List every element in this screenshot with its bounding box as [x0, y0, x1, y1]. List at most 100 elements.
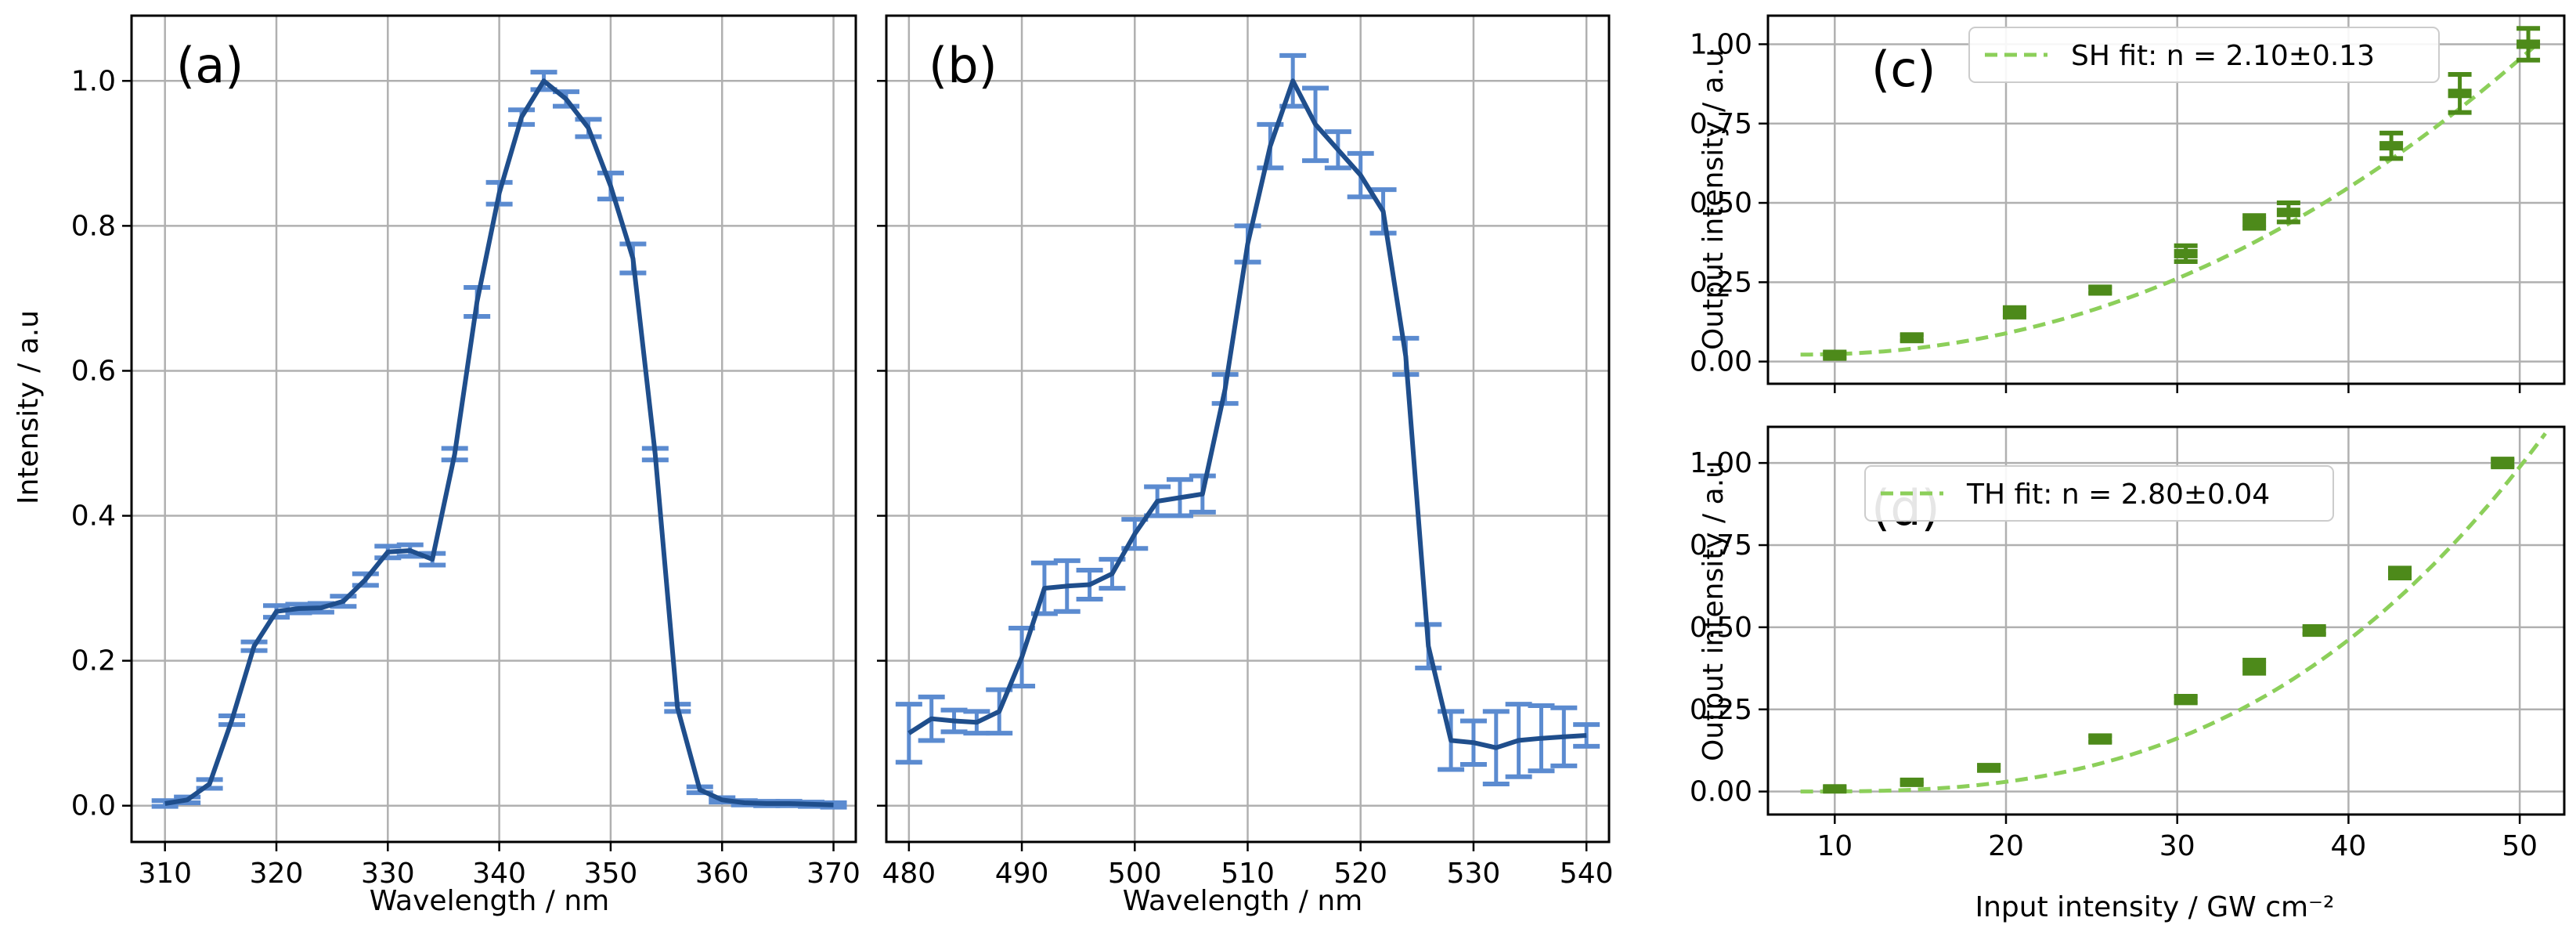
- panel-c-marker-7: [2379, 141, 2404, 151]
- panel-d-point-3: [2088, 733, 2112, 745]
- panel-d-ytick-label-3: 0.75: [1690, 529, 1752, 562]
- panel-b-xtick-label-1: 490: [995, 858, 1049, 890]
- panel-d-marker-5: [2242, 662, 2267, 672]
- panel-c-legend: SH fit: n = 2.10±0.13: [1968, 27, 2440, 83]
- panel-a-ytick-label-5: 1.0: [71, 65, 116, 97]
- panel-d-xtick-label-2: 30: [2159, 830, 2195, 862]
- panel-c-point-5: [2242, 213, 2267, 231]
- panel-b-label: (b): [929, 37, 998, 94]
- panel-a-xtick-label-2: 330: [361, 858, 415, 890]
- panel-a-xtick-label-3: 340: [472, 858, 526, 890]
- panel-c-marker-6: [2276, 208, 2300, 218]
- panel-b-xtick-label-2: 500: [1108, 858, 1162, 890]
- panel-c-label: (c): [1871, 41, 1936, 98]
- panel-b-xtick-label-3: 510: [1221, 858, 1275, 890]
- panel-c-point-7: [2379, 130, 2404, 161]
- panel-c-point-2: [2002, 305, 2026, 320]
- panel-c-ytick-label-1: 0.25: [1690, 266, 1752, 298]
- panel-d-marker-8: [2491, 458, 2515, 468]
- panel-c-point-1: [1900, 332, 1924, 344]
- panel-d: 10 20 30 40 50 0.00 0.25 0.50 0.75 1.00: [1690, 425, 2566, 862]
- panel-a-xlabel: Wavelength / nm: [370, 885, 609, 917]
- panel-b-frame: [885, 14, 1611, 843]
- panel-c-frame: [1766, 14, 2566, 385]
- panel-c-marker-9: [2516, 39, 2541, 49]
- panel-c-point-9: [2516, 26, 2541, 63]
- panel-d-point-0: [1823, 784, 1847, 794]
- panel-d-ylabel: Output intensity / a.u: [1697, 461, 1730, 761]
- panel-b-xtick-label-6: 540: [1560, 858, 1614, 890]
- panel-c-point-3: [2088, 284, 2112, 296]
- panel-c-marker-8: [2448, 89, 2472, 99]
- panel-d-point-8: [2491, 457, 2515, 470]
- panel-a-label: (a): [176, 37, 244, 94]
- panel-c-marker-1: [1900, 333, 1924, 343]
- panel-a-ylabel: Intensity / a.u: [13, 310, 45, 504]
- panel-d-xtick-label-1: 20: [1988, 830, 2024, 862]
- panel-c-legend-label: SH fit: n = 2.10±0.13: [2071, 40, 2375, 72]
- panel-a-xtick-label-0: 310: [138, 858, 192, 890]
- panel-d-point-5: [2242, 657, 2267, 676]
- panel-a: 310 320 330 340 350 360 370 0.0 0.2 0.4 0.6 0.8 1.0: [71, 14, 860, 890]
- panel-c-ytick-label-2: 0.50: [1690, 187, 1752, 219]
- panel-d-point-1: [1900, 777, 1924, 787]
- panel-d-ytick-label-2: 0.50: [1690, 612, 1752, 644]
- panel-d-xtick-label-3: 40: [2331, 830, 2367, 862]
- panel-b-xtick-label-4: 520: [1333, 858, 1387, 890]
- panel-d-xtick-label-0: 10: [1817, 830, 1853, 862]
- panel-c-marker-4: [2174, 248, 2198, 258]
- panel-d-marker-2: [1977, 763, 2001, 773]
- panel-c-ylabel: Output intensity / a.u: [1697, 49, 1730, 350]
- panel-d-xlabel: Input intensity / GW cm⁻²: [1975, 891, 2335, 923]
- panel-a-xtick-label-6: 370: [806, 858, 860, 890]
- panel-c-point-4: [2174, 243, 2198, 265]
- panel-a-ytick-label-3: 0.6: [71, 355, 116, 387]
- panel-c-ytick-label-3: 0.75: [1690, 108, 1752, 140]
- panel-a-xtick-label-4: 350: [584, 858, 638, 890]
- panel-d-marker-7: [2388, 568, 2412, 578]
- panel-c-point-0: [1823, 349, 1847, 361]
- panel-d-fit-curve: [1800, 432, 2547, 794]
- panel-c-point-6: [2276, 200, 2300, 225]
- panel-c-marker-0: [1823, 350, 1847, 360]
- panel-c-point-8: [2448, 71, 2472, 115]
- panel-d-marker-1: [1900, 777, 1924, 787]
- panel-d-point-7: [2388, 565, 2412, 580]
- panel-d-point-6: [2302, 624, 2326, 638]
- panel-c-marker-5: [2242, 217, 2267, 227]
- panel-a-ytick-label-1: 0.2: [71, 645, 116, 677]
- panel-b-xlabel: Wavelength / nm: [1123, 885, 1362, 917]
- panel-b-xtick-label-5: 530: [1447, 858, 1501, 890]
- panel-d-point-4: [2174, 693, 2198, 706]
- panel-d-legend-box: [1864, 465, 2334, 522]
- panel-c-fit-curve: [1800, 42, 2538, 357]
- panel-d-point-2: [1977, 763, 2001, 773]
- panel-d-ytick-label-4: 1.00: [1690, 447, 1752, 479]
- panel-b-series-line: [907, 78, 1587, 750]
- panel-a-xtick-label-1: 320: [250, 858, 304, 890]
- panel-d-ytick-label-1: 0.25: [1690, 694, 1752, 726]
- panel-d-legend-label: TH fit: n = 2.80±0.04: [1966, 479, 2270, 511]
- panel-c-ytick-label-4: 1.00: [1690, 28, 1752, 60]
- panel-c: 0.00 0.25 0.50 0.75 1.00: [1690, 14, 2566, 393]
- panel-c-marker-2: [2002, 307, 2026, 317]
- panel-d-marker-0: [1823, 784, 1847, 794]
- panel-b-xtick-label-0: 480: [882, 858, 936, 890]
- panel-c-marker-3: [2088, 285, 2112, 295]
- panel-c-legend-box: [1968, 27, 2440, 83]
- panel-d-ytick-label-0: 0.00: [1690, 776, 1752, 808]
- panel-d-frame: [1766, 425, 2566, 816]
- panel-a-xtick-label-5: 360: [695, 858, 749, 890]
- panel-a-ytick-label-0: 0.0: [71, 790, 116, 822]
- panel-d-xtick-label-4: 50: [2502, 830, 2538, 862]
- panel-d-marker-6: [2302, 626, 2326, 636]
- panel-a-ytick-label-2: 0.4: [71, 500, 116, 533]
- panel-d-legend: TH fit: n = 2.80±0.04: [1864, 465, 2334, 522]
- panel-d-marker-3: [2088, 734, 2112, 744]
- panel-b: 480 490 500 510 520 530 540: [877, 14, 1614, 890]
- panel-a-series-line: [164, 78, 834, 807]
- panel-d-marker-4: [2174, 695, 2198, 705]
- panel-a-frame: [130, 14, 857, 843]
- panel-a-ytick-label-4: 0.8: [71, 210, 116, 242]
